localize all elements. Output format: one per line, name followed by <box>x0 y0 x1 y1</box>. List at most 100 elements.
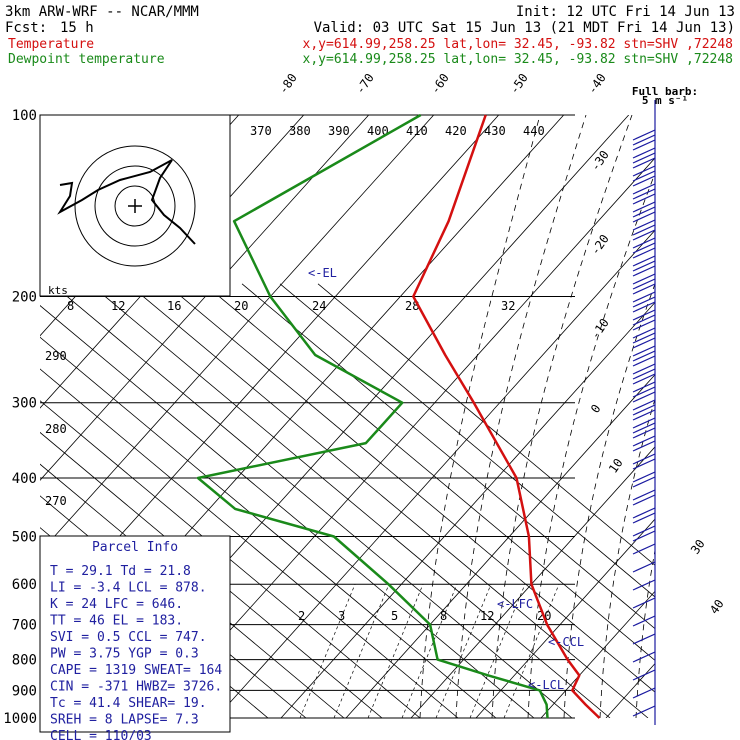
dry-adiabat <box>40 463 345 718</box>
parcel-row: T = 29.1 Td = 21.8 <box>50 564 191 579</box>
wind-barb <box>632 229 656 241</box>
temperature-profile <box>412 114 601 719</box>
hodograph <box>57 145 196 267</box>
wind-barb <box>632 651 656 663</box>
mixing-ratio-label: 16 <box>167 299 181 313</box>
theta-label: 420 <box>445 124 467 138</box>
wind-barb <box>632 476 656 488</box>
wind-barb <box>632 435 656 447</box>
dry-adiabat <box>40 336 497 718</box>
dry-adiabat <box>241 283 655 630</box>
dewpoint-legend: Dewpoint temperature <box>8 52 165 67</box>
fcst-label: Fcst: <box>5 20 47 36</box>
full-barb-units: 5 m s⁻¹ <box>642 94 688 107</box>
theta-side-label: 280 <box>45 422 67 436</box>
wind-barb <box>632 242 656 254</box>
wind-barb <box>632 409 656 421</box>
wind-barb <box>632 669 656 681</box>
mixing-ratio-label: 20 <box>234 299 248 313</box>
hodograph-ring <box>114 185 156 227</box>
theta-side-label: 290 <box>45 349 67 363</box>
mixing-ratio-label-low: 8 <box>440 609 447 623</box>
wind-barb <box>632 417 656 429</box>
wind-barb <box>632 147 656 159</box>
pressure-label: 900 <box>12 683 37 699</box>
wind-barb <box>632 391 656 403</box>
lcl-label: <-LCL <box>528 678 564 692</box>
wind-barb <box>632 309 656 321</box>
mixing-ratio-line <box>401 584 458 718</box>
parcel-row: CELL = 110/03 <box>50 729 152 740</box>
wind-barb <box>632 188 656 200</box>
dry-adiabat <box>279 283 655 598</box>
dry-adiabat <box>203 283 655 661</box>
wind-barb <box>632 489 656 501</box>
wind-barb <box>632 453 656 465</box>
mixing-ratio-label: 24 <box>312 299 326 313</box>
profiles <box>196 113 601 719</box>
dewpoint-location: x,y=614.99,258.25 lat,lon= 32.45, -93.82… <box>303 52 733 67</box>
el-label: <-EL <box>308 266 337 280</box>
fcst-value: 15 h <box>60 20 94 36</box>
wind-barb <box>632 458 656 470</box>
wind-barb <box>632 319 656 331</box>
wind-barb <box>632 427 656 439</box>
mixing-ratio-line <box>503 584 560 718</box>
wind-barb <box>632 152 656 164</box>
wind-barb <box>632 170 656 182</box>
mixing-ratio-line <box>435 584 492 718</box>
theta-label: 370 <box>250 124 272 138</box>
wind-barb <box>632 224 656 236</box>
theta-label: 390 <box>328 124 350 138</box>
wind-barb <box>632 291 656 303</box>
mixing-ratio-label-low: 3 <box>338 609 345 623</box>
mixing-ratio-line <box>367 584 424 718</box>
dry-adiabat <box>40 431 383 718</box>
wind-barbs <box>632 100 656 725</box>
wind-barb <box>632 129 656 141</box>
ccl-label: <-CCL <box>548 635 584 649</box>
mixing-ratio-line <box>299 584 356 718</box>
pressure-label: 500 <box>12 529 37 545</box>
pressure-label: 400 <box>12 471 37 487</box>
hodograph-units: kts <box>48 284 68 297</box>
wind-barb <box>632 332 656 344</box>
wind-barb <box>632 327 656 339</box>
temperature-legend: Temperature <box>8 37 94 52</box>
moist-adiabat <box>563 282 655 718</box>
pressure-label: 600 <box>12 577 37 593</box>
wind-barb <box>632 247 656 259</box>
wind-barb <box>632 440 656 452</box>
temperature-location: x,y=614.99,258.25 lat,lon= 32.45, -93.82… <box>303 37 733 52</box>
wind-barb <box>632 597 656 609</box>
wind-barb <box>632 561 656 573</box>
parcel-row: LI = -3.4 LCL = 878. <box>50 581 207 596</box>
wind-barb <box>632 373 656 385</box>
hodograph-ring <box>74 145 196 267</box>
wind-barb <box>632 301 656 313</box>
wind-barb <box>632 296 656 308</box>
dry-adiabat <box>165 283 655 693</box>
wind-barb <box>632 314 656 326</box>
parcel-row: PW = 3.75 YGP = 0.3 <box>50 647 199 662</box>
hodograph-ring <box>94 165 176 247</box>
wind-barb <box>632 237 656 249</box>
wind-barb <box>632 337 656 349</box>
wind-barb <box>632 175 656 187</box>
wind-barb <box>632 494 656 506</box>
pressure-label: 700 <box>12 618 37 634</box>
model-title: 3km ARW-WRF -- NCAR/MMM <box>5 4 199 20</box>
wind-barb <box>632 525 656 537</box>
parcel-row: CIN = -371 HWBZ= 3726. <box>50 680 222 695</box>
mixing-ratio-line <box>333 584 390 718</box>
mixing-ratio-label: 8 <box>67 299 74 313</box>
pressure-label: 100 <box>12 108 37 124</box>
isotherm <box>410 446 655 718</box>
dry-adiabat <box>51 283 573 718</box>
wind-barb <box>632 255 656 267</box>
wind-barb <box>632 507 656 519</box>
parcel-row: SVI = 0.5 CCL = 747. <box>50 630 207 645</box>
temperature-tick-label: 30 <box>688 537 708 557</box>
